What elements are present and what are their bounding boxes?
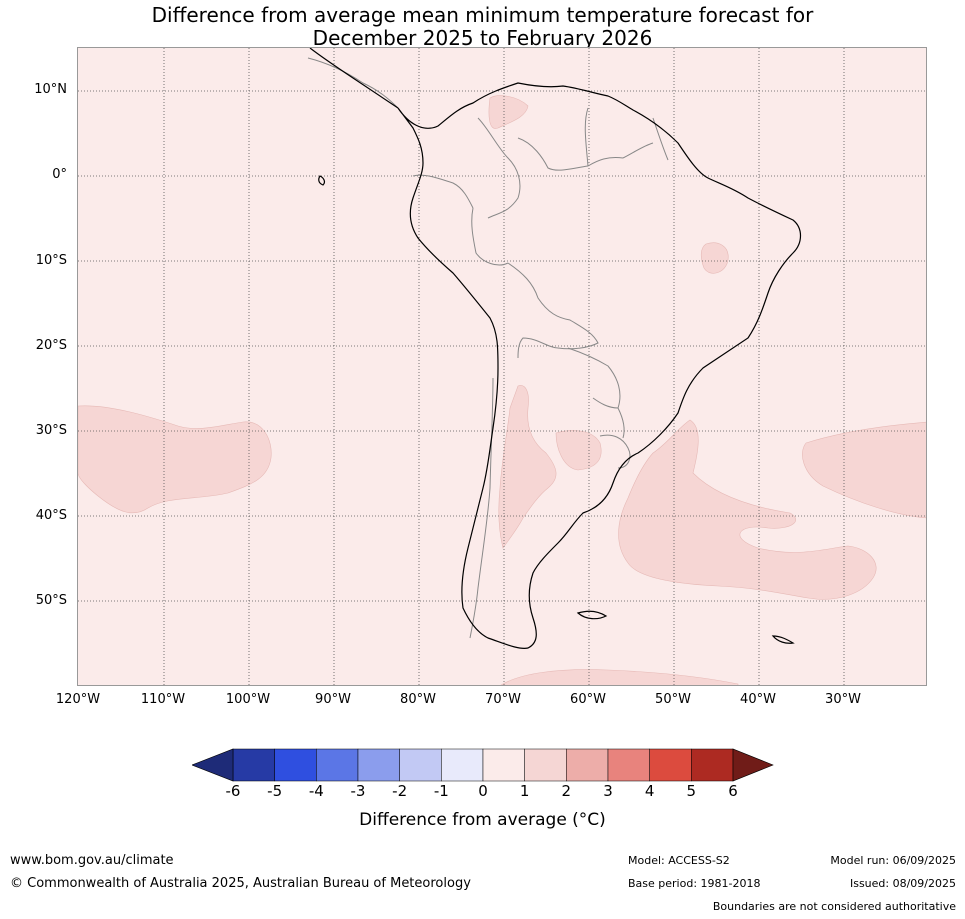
lat-label-50s: 50°S [35,593,67,608]
colorbar-segment [274,748,317,782]
footer-issued: Issued: 08/09/2025 [849,877,956,890]
colorbar-segment [482,748,525,782]
lat-label-20s: 20°S [35,338,67,353]
border-colombia-venezuela [477,117,521,219]
coastline-south-georgia [771,635,795,644]
lon-label-90w: 90°W [315,692,351,707]
anomaly-region-west-pacific [78,405,272,514]
lon-label-100w: 100°W [225,692,271,707]
colorbar-tick-label: 3 [603,782,613,800]
colorbar-tick-label: -4 [308,782,324,800]
border-argentina-chile [469,377,494,639]
colorbar-tick-label: -5 [267,782,283,800]
coastline-south-america [397,82,802,649]
anomaly-region-east-atlantic [802,421,926,519]
coastline-central-america [309,48,399,109]
border-venezuela-brazil [517,137,624,171]
colorbar-extend-high [732,748,774,782]
anomaly-region-patagonia [498,385,557,549]
lat-label-0: 0° [52,167,67,182]
border-argentina-brazil [617,407,625,439]
lon-label-60w: 60°W [570,692,606,707]
footer-disclaimer: Boundaries are not considered authoritat… [712,900,956,913]
map-svg [78,48,926,685]
lon-label-30w: 30°W [825,692,861,707]
border-paraguay [567,347,621,409]
border-guianas [584,107,669,167]
footer-base-period: Base period: 1981-2018 [628,877,761,890]
footer-model-run: Model run: 06/09/2025 [830,854,956,867]
colorbar-segment [357,748,400,782]
colorbar-tick-label: -2 [392,782,408,800]
lat-label-10n: 10°N [34,82,67,97]
colorbar-segment [566,748,609,782]
lon-label-70w: 70°W [485,692,521,707]
lon-label-120w: 120°W [55,692,101,707]
colorbar-tick-label: -3 [350,782,366,800]
coastline-galapagos [318,175,326,186]
colorbar-svg [191,748,774,782]
footer-copyright: © Commonwealth of Australia 2025, Austra… [10,876,471,891]
colorbar-tick-label: -6 [225,782,241,800]
colorbar-segment [399,748,442,782]
lat-label-40s: 40°S [35,508,67,523]
border-uruguay [599,434,631,469]
colorbar-segment [232,748,275,782]
footer-website[interactable]: www.bom.gov.au/climate [10,853,174,868]
footer-model: Model: ACCESS-S2 [628,854,730,867]
title-line-1: Difference from average mean minimum tem… [151,3,814,27]
title-line-2: December 2025 to February 2026 [312,26,653,50]
colorbar-tick-label: -1 [433,782,449,800]
colorbar-tick-label: 0 [478,782,488,800]
anomaly-regions [78,95,926,685]
border-peru-brazil [471,207,509,266]
map-title: Difference from average mean minimum tem… [0,4,965,50]
colorbar-segment [691,748,734,782]
map-panel [77,47,927,686]
colorbar-tick-label: 4 [644,782,655,800]
coastline-falklands [576,610,608,620]
colorbar-tick-label: 6 [728,782,738,800]
lon-label-50w: 50°W [655,692,691,707]
anomaly-region-caribbean [488,95,529,129]
lon-label-80w: 80°W [400,692,436,707]
colorbar-segment [441,748,484,782]
border-central-america [307,57,399,109]
lat-label-30s: 30°S [35,423,67,438]
border-colombia-ecuador-peru [412,174,474,209]
colorbar-segment [607,748,650,782]
country-borders [307,57,669,639]
colorbar [191,748,774,786]
anomaly-region-south-atlantic [618,419,877,600]
lon-label-110w: 110°W [140,692,186,707]
lon-label-40w: 40°W [740,692,776,707]
coastline [309,48,802,649]
colorbar-tick-label: 5 [686,782,697,800]
colorbar-segment [524,748,567,782]
colorbar-segment [649,748,692,782]
colorbar-tick-label: 2 [561,782,572,800]
anomaly-region-brazil [700,242,729,274]
anomaly-region-argentina [555,430,602,471]
colorbar-label: Difference from average (°C) [359,810,606,830]
border-bolivia [507,262,599,359]
colorbar-extend-low [191,748,234,782]
lat-label-10s: 10°S [35,253,67,268]
colorbar-tick-label: 1 [519,782,530,800]
colorbar-segments [232,748,734,782]
anomaly-region-south [500,669,739,685]
colorbar-segment [316,748,359,782]
